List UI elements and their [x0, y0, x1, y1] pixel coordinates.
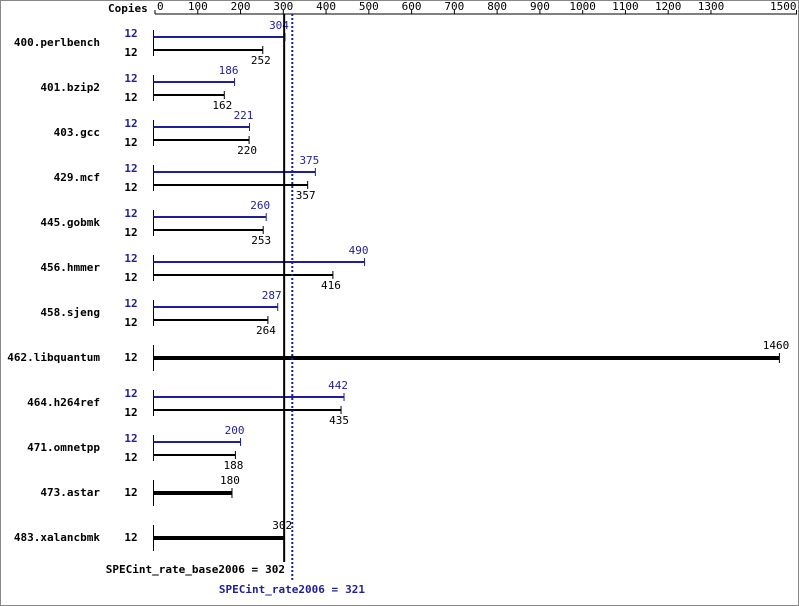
value-label: 221 — [234, 109, 254, 122]
benchmark-label: 458.sjeng — [40, 306, 100, 319]
copies-label: 12 — [124, 531, 137, 544]
value-label: 1460 — [763, 339, 790, 352]
value-label: 200 — [225, 424, 245, 437]
value-label: 442 — [328, 379, 348, 392]
reference-value: 302 — [265, 563, 285, 576]
reference-value: 321 — [345, 583, 365, 596]
reference-label: SPECint_rate2006 = 321 — [219, 583, 365, 596]
reference-name: SPECint_rate2006 = — [219, 583, 339, 596]
copies-label: 12 — [124, 316, 137, 329]
x-tick-label: 500 — [359, 0, 379, 13]
value-label: 264 — [256, 324, 276, 337]
value-label: 302 — [272, 519, 292, 532]
x-tick-label: 1500 — [770, 0, 797, 13]
x-tick-label: 700 — [444, 0, 464, 13]
value-label: 416 — [321, 279, 341, 292]
copies-label: 12 — [124, 451, 137, 464]
reference-label: SPECint_rate_base2006 = 302 — [106, 563, 285, 576]
copies-label: 12 — [124, 181, 137, 194]
benchmark-label: 473.astar — [40, 486, 100, 499]
value-label: 220 — [237, 144, 257, 157]
x-tick-label: 1200 — [655, 0, 682, 13]
value-label: 490 — [349, 244, 369, 257]
value-label: 435 — [329, 414, 349, 427]
copies-label: 12 — [124, 271, 137, 284]
x-tick-label: 900 — [530, 0, 550, 13]
value-label: 252 — [251, 54, 271, 67]
value-label: 375 — [299, 154, 319, 167]
copies-label: 12 — [124, 46, 137, 59]
value-label: 287 — [262, 289, 282, 302]
benchmark-label: 483.xalancbmk — [14, 531, 100, 544]
benchmark-label: 464.h264ref — [27, 396, 100, 409]
copies-label: 12 — [124, 91, 137, 104]
x-tick-label: 100 — [188, 0, 208, 13]
value-label: 357 — [296, 189, 316, 202]
copies-label: 12 — [124, 297, 137, 310]
x-tick-label: 1000 — [569, 0, 596, 13]
value-label: 180 — [220, 474, 240, 487]
benchmark-label: 462.libquantum — [7, 351, 100, 364]
value-label: 186 — [219, 64, 239, 77]
benchmark-label: 429.mcf — [54, 171, 100, 184]
copies-label: 12 — [124, 406, 137, 419]
copies-label: 12 — [124, 432, 137, 445]
x-tick-label: 1300 — [698, 0, 725, 13]
benchmark-label: 400.perlbench — [14, 36, 100, 49]
copies-label: 12 — [124, 162, 137, 175]
x-tick-label: 1100 — [612, 0, 639, 13]
benchmark-label: 445.gobmk — [40, 216, 100, 229]
copies-label: 12 — [124, 72, 137, 85]
copies-label: 12 — [124, 226, 137, 239]
copies-label: 12 — [124, 387, 137, 400]
value-label: 253 — [251, 234, 271, 247]
x-tick-label: 600 — [402, 0, 422, 13]
x-tick-label: 400 — [316, 0, 336, 13]
x-tick-label: 300 — [273, 0, 293, 13]
benchmark-label: 403.gcc — [54, 126, 100, 139]
copies-label: 12 — [124, 117, 137, 130]
copies-label: 12 — [124, 351, 137, 364]
x-tick-label: 0 — [157, 0, 164, 13]
copies-label: 12 — [124, 207, 137, 220]
benchmark-label: 401.bzip2 — [40, 81, 100, 94]
x-tick-label: 800 — [487, 0, 507, 13]
copies-label: 12 — [124, 27, 137, 40]
benchmark-label: 471.omnetpp — [27, 441, 100, 454]
copies-header: Copies — [108, 2, 148, 15]
value-label: 260 — [250, 199, 270, 212]
copies-label: 12 — [124, 486, 137, 499]
x-tick-label: 200 — [231, 0, 251, 13]
value-label: 304 — [269, 19, 289, 32]
copies-label: 12 — [124, 136, 137, 149]
benchmark-label: 456.hmmer — [40, 261, 100, 274]
value-label: 188 — [223, 459, 243, 472]
reference-name: SPECint_rate_base2006 = — [106, 563, 259, 576]
copies-label: 12 — [124, 252, 137, 265]
value-label: 162 — [212, 99, 232, 112]
